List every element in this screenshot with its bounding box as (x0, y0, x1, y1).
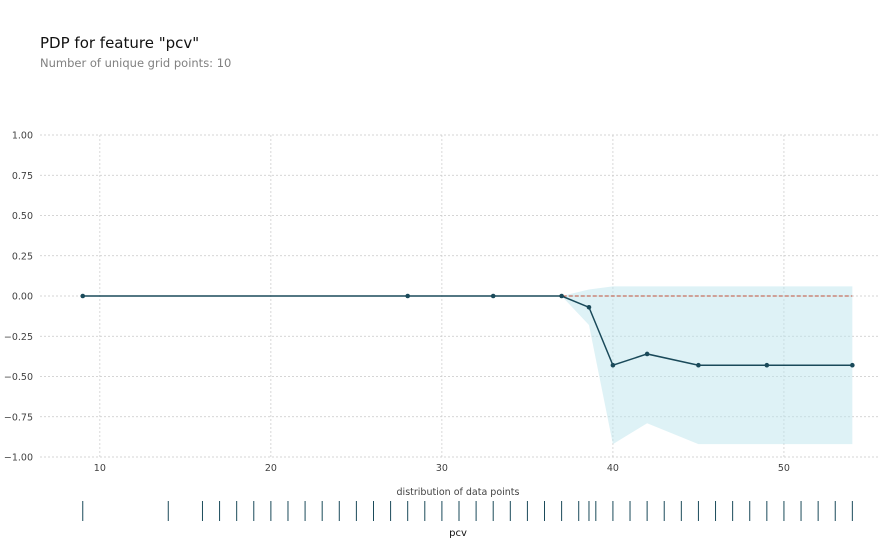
y-tick-label: 0.25 (12, 251, 33, 262)
x-tick-label: 20 (265, 463, 277, 474)
axis-tick-layer: 1.00 0.75 0.50 0.25 0.00 −0.25 −0.50 −0.75 −1.00… (4, 131, 790, 475)
pdp-line-layer (80, 293, 855, 368)
pdp-point (610, 362, 616, 368)
y-tick-label: −0.50 (4, 372, 33, 383)
pdp-point (559, 293, 564, 299)
y-tick-label: 0.00 (12, 292, 33, 303)
pdp-point (80, 293, 86, 299)
chart-subtitle: Number of unique grid points: 10 (40, 56, 232, 70)
y-tick-label: 0.75 (12, 171, 33, 182)
chart-title: PDP for feature "pcv" (40, 34, 200, 52)
pdp-line (82, 295, 853, 367)
rug-layer (82, 501, 853, 521)
x-tick-label: 30 (436, 463, 448, 474)
confidence-band (82, 286, 853, 445)
pdp-point (405, 293, 410, 299)
pdp-point (850, 362, 855, 368)
y-tick-label: 0.50 (12, 211, 33, 222)
y-tick-label: −0.75 (4, 412, 33, 423)
pdp-point (644, 351, 650, 357)
distribution-label: distribution of data points (397, 487, 520, 498)
y-tick-label: 1.00 (12, 131, 33, 142)
pdp-point (764, 362, 770, 368)
y-tick-label: −0.25 (4, 332, 33, 343)
pdp-point (696, 362, 701, 368)
pdp-point (490, 293, 496, 299)
pdp-point (586, 304, 592, 310)
x-tick-label: 10 (94, 463, 106, 474)
confidence-band-layer (82, 286, 853, 445)
x-axis-label: pcv (449, 528, 467, 539)
x-tick-label: 40 (607, 463, 619, 474)
y-tick-label: −1.00 (4, 453, 33, 464)
x-tick-label: 50 (778, 463, 790, 474)
